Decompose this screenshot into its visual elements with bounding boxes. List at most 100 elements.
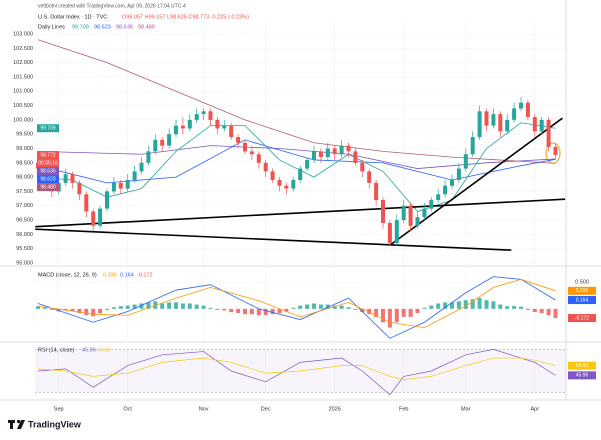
histogram-bar bbox=[98, 308, 103, 314]
moving-average bbox=[37, 122, 556, 212]
y-tick-label: 103.000 bbox=[13, 31, 33, 37]
candle-body bbox=[222, 125, 227, 129]
y-tick-label: 95.500 bbox=[16, 246, 33, 252]
candle-body bbox=[243, 142, 247, 152]
trendline bbox=[35, 198, 566, 228]
histogram-bar bbox=[187, 303, 192, 309]
quote: O99.057 H99.157 L98.625 C98.773 -0.225 (… bbox=[122, 14, 249, 20]
last-value-label: 0.164 bbox=[576, 297, 589, 303]
histogram-bar bbox=[318, 304, 323, 309]
histogram-bar bbox=[436, 303, 441, 309]
macd-line bbox=[37, 278, 556, 329]
candle-body bbox=[374, 182, 379, 201]
histogram-bar bbox=[146, 302, 151, 309]
trendline bbox=[35, 228, 512, 251]
macd-title-value: 0.164 bbox=[120, 272, 134, 278]
last-value-label: 45.96 bbox=[576, 373, 589, 379]
histogram-bar bbox=[125, 305, 130, 309]
candle-body bbox=[298, 168, 303, 180]
candle-body bbox=[180, 125, 185, 129]
candle-body bbox=[436, 194, 441, 201]
y-tick-label: 102.000 bbox=[13, 60, 33, 66]
candle-body bbox=[332, 148, 337, 155]
indicator-title: Daily Lines bbox=[38, 24, 65, 30]
histogram-bar bbox=[450, 302, 454, 309]
histogram-bar bbox=[284, 308, 289, 312]
indicator-value: 98.623 bbox=[94, 24, 111, 30]
macd-line bbox=[37, 276, 556, 339]
candle-body bbox=[553, 146, 558, 156]
histogram-bar bbox=[236, 308, 241, 314]
histogram-bar bbox=[429, 305, 434, 309]
histogram-bar bbox=[229, 308, 234, 313]
histogram-bar bbox=[381, 308, 385, 323]
moving-average bbox=[37, 39, 556, 164]
candle-body bbox=[532, 117, 537, 132]
candle-body bbox=[339, 145, 344, 155]
candle-body bbox=[387, 222, 392, 243]
y-tick-label: 0.500 bbox=[575, 279, 589, 285]
rsi-title: RSI (14, close) bbox=[38, 347, 75, 353]
histogram-bar bbox=[519, 306, 523, 309]
price-label-box bbox=[37, 175, 59, 184]
last-value-label-box bbox=[568, 361, 596, 370]
x-tick-label: Nov bbox=[199, 406, 209, 412]
y-tick-label: 101.000 bbox=[13, 89, 33, 95]
y-tick-label: 96.500 bbox=[16, 218, 33, 224]
histogram-bar bbox=[325, 304, 330, 309]
candle-body bbox=[498, 114, 503, 132]
candle-body bbox=[318, 151, 323, 158]
histogram-bar bbox=[180, 303, 185, 309]
histogram-bar bbox=[415, 308, 420, 314]
histogram-bar bbox=[408, 308, 413, 317]
histogram-bar bbox=[111, 307, 116, 309]
candle-body bbox=[305, 159, 310, 169]
x-tick-label: Mar bbox=[461, 406, 471, 412]
candle-body bbox=[443, 185, 448, 195]
candle-body bbox=[111, 182, 116, 192]
indicator-value: 99.709 bbox=[72, 24, 89, 30]
candle-body bbox=[360, 162, 365, 172]
histogram-bar bbox=[312, 303, 316, 309]
candle-body bbox=[346, 145, 351, 152]
price-label: 99.709 bbox=[40, 126, 56, 132]
credit: vettbotnl created with TradingView.com, … bbox=[38, 3, 186, 9]
candle-body bbox=[263, 162, 268, 172]
histogram-bar bbox=[201, 305, 206, 309]
histogram-bar bbox=[491, 301, 496, 309]
candle-body bbox=[63, 174, 68, 183]
candle-body bbox=[394, 220, 399, 243]
candle-body bbox=[401, 205, 406, 221]
candle-body bbox=[512, 108, 517, 120]
histogram-bar bbox=[249, 308, 254, 315]
histogram-bar bbox=[422, 307, 427, 309]
histogram-bar bbox=[525, 308, 530, 310]
rsi-line bbox=[37, 357, 556, 380]
histogram-bar bbox=[160, 303, 165, 309]
indicator-value: 98.480 bbox=[138, 24, 155, 30]
candle-body bbox=[118, 182, 123, 189]
candle-body bbox=[463, 154, 468, 169]
candle-body bbox=[249, 151, 254, 155]
x-tick-label: Dec bbox=[261, 406, 271, 412]
candle-body bbox=[139, 162, 144, 172]
candle-body bbox=[146, 151, 151, 163]
candle-body bbox=[77, 182, 82, 195]
candle-body bbox=[456, 168, 461, 180]
candle-body bbox=[415, 217, 420, 226]
candle-body bbox=[194, 114, 199, 120]
y-tick-label: 101.500 bbox=[13, 74, 33, 80]
histogram-bar bbox=[270, 308, 275, 315]
histogram-bar bbox=[277, 308, 282, 314]
price-label: 98.480 bbox=[40, 184, 56, 190]
rsi-title-value: 45.96 bbox=[82, 347, 96, 353]
candle-body bbox=[450, 179, 454, 186]
candle-body bbox=[525, 102, 530, 118]
rsi-title-value: 54.92 bbox=[97, 347, 111, 353]
candle-body bbox=[519, 102, 523, 109]
histogram-bar bbox=[91, 308, 96, 317]
histogram-bar bbox=[463, 300, 468, 309]
histogram-bar bbox=[194, 304, 199, 309]
indicator-value: 98.636 bbox=[116, 24, 133, 30]
candle-body bbox=[187, 119, 192, 129]
